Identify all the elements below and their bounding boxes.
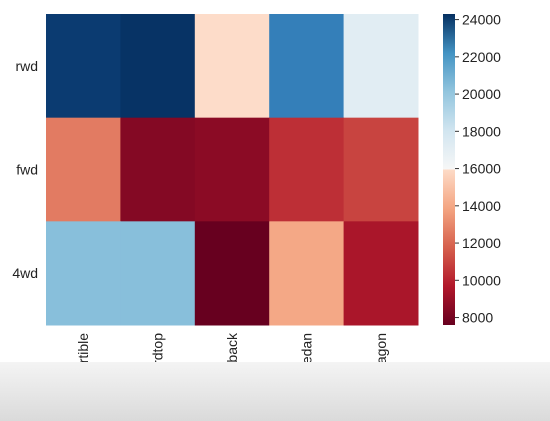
colorbar-tick-label: 16000 — [462, 161, 501, 177]
y-axis-tick-labels: rwd fwd 4wd — [12, 58, 38, 281]
bottom-shadow-band — [0, 362, 550, 421]
heatmap-cells — [46, 14, 419, 326]
heatmap-cell-4wd-hardtop — [120, 221, 196, 326]
heatmap-cell-fwd-wagon — [343, 117, 419, 222]
x-tick-label-sedan: sedan — [298, 333, 314, 371]
colorbar-tick-label: 12000 — [462, 235, 501, 251]
heatmap-cell-rwd-hatchback — [194, 14, 270, 119]
colorbar — [443, 14, 455, 325]
heatmap-cell-rwd-sedan — [269, 14, 345, 119]
colorbar-tick-label: 18000 — [462, 123, 501, 139]
colorbar-tick-label: 8000 — [462, 310, 493, 326]
y-tick-label-fwd: fwd — [16, 162, 38, 178]
heatmap-cell-4wd-sedan — [269, 221, 345, 326]
heatmap-cell-4wd-convertible — [46, 221, 121, 326]
colorbar-tick-label: 14000 — [462, 198, 501, 214]
heatmap-cell-fwd-convertible — [46, 117, 121, 222]
heatmap-cell-4wd-wagon — [343, 221, 419, 326]
heatmap-cell-4wd-hatchback — [194, 221, 270, 326]
heatmap-cell-rwd-hardtop — [120, 14, 196, 119]
y-tick-label-rwd: rwd — [15, 58, 38, 74]
heatmap-cell-fwd-hatchback — [194, 117, 270, 222]
heatmap-cell-fwd-hardtop — [120, 117, 196, 222]
colorbar-tick-label: 20000 — [462, 86, 501, 102]
heatmap-cell-rwd-wagon — [343, 14, 419, 119]
colorbar-tick-label: 10000 — [462, 272, 501, 288]
colorbar-tick-label: 24000 — [462, 12, 501, 28]
heatmap-cell-rwd-convertible — [46, 14, 121, 119]
y-tick-label-4wd: 4wd — [12, 265, 38, 281]
heatmap-cell-fwd-sedan — [269, 117, 345, 222]
colorbar-tick-label: 22000 — [462, 49, 501, 65]
colorbar-tick-labels: 8000 10000 12000 14000 16000 18000 20000 22000 2… — [455, 12, 501, 326]
